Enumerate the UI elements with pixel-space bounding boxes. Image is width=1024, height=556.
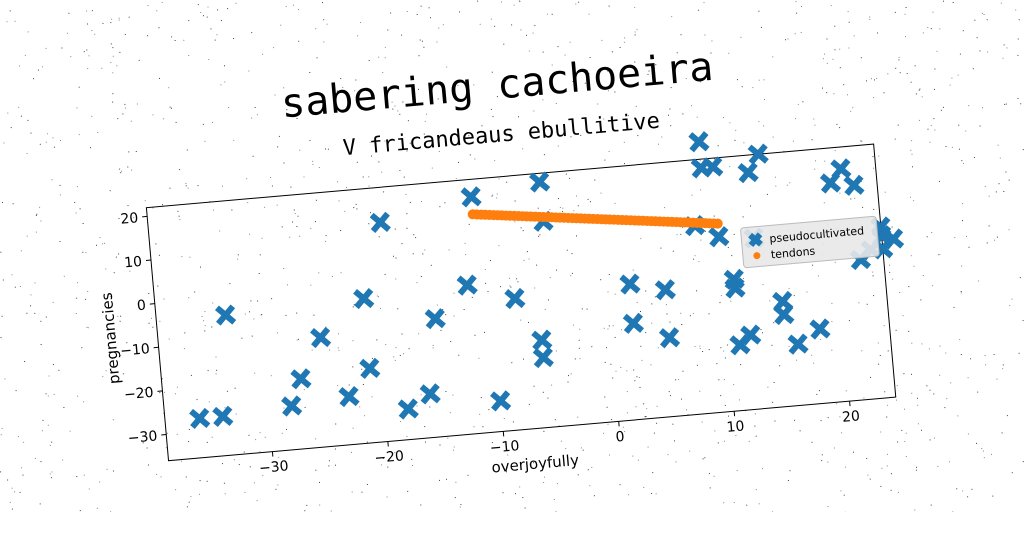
data-point-pseudocultivated <box>535 349 552 366</box>
x-tick-label: −30 <box>258 458 289 477</box>
data-point-pseudocultivated <box>832 160 849 177</box>
data-point-pseudocultivated <box>292 370 309 387</box>
data-point-pseudocultivated <box>459 276 476 293</box>
x-tick-label: 20 <box>841 408 860 425</box>
data-point-pseudocultivated <box>427 310 444 327</box>
data-point-pseudocultivated <box>621 275 638 292</box>
data-point-pseudocultivated <box>214 408 231 425</box>
data-point-pseudocultivated <box>704 158 721 175</box>
data-point-pseudocultivated <box>312 329 329 346</box>
y-axis-label: pregnancies <box>98 292 124 385</box>
data-point-pseudocultivated <box>531 173 548 190</box>
data-point-pseudocultivated <box>355 290 372 307</box>
data-point-pseudocultivated <box>217 306 234 323</box>
data-point-pseudocultivated <box>372 214 389 231</box>
data-point-pseudocultivated <box>400 400 417 417</box>
y-tick-label: −10 <box>120 341 151 360</box>
data-point-pseudocultivated <box>191 410 208 427</box>
x-tick-label: −10 <box>489 438 520 457</box>
data-point-pseudocultivated <box>492 392 509 409</box>
data-point-pseudocultivated <box>340 388 357 405</box>
data-point-pseudocultivated <box>740 164 757 181</box>
y-tick-label: 0 <box>136 297 146 314</box>
data-point-pseudocultivated <box>775 306 792 323</box>
data-point-pseudocultivated <box>506 290 523 307</box>
data-point-pseudocultivated <box>283 397 300 414</box>
data-point-pseudocultivated <box>657 281 674 298</box>
data-point-pseudocultivated <box>462 188 479 205</box>
data-point-pseudocultivated <box>690 133 707 150</box>
data-point-pseudocultivated <box>789 335 806 352</box>
data-point-pseudocultivated <box>750 145 767 162</box>
y-tick-label: −20 <box>123 385 154 404</box>
data-point-pseudocultivated <box>661 329 678 346</box>
x-tick-label: −20 <box>374 448 405 467</box>
x-tick-label: 0 <box>615 429 625 446</box>
data-point-pseudocultivated <box>710 228 727 245</box>
data-point-pseudocultivated <box>533 331 550 348</box>
y-tick-label: −30 <box>127 428 158 447</box>
data-point-pseudocultivated <box>625 315 642 332</box>
legend-marker-pseudocultivated <box>750 234 761 245</box>
x-tick-label: 10 <box>726 418 745 435</box>
data-point-pseudocultivated <box>422 385 439 402</box>
data-point-pseudocultivated <box>811 320 828 337</box>
data-point-pseudocultivated <box>361 360 378 377</box>
y-tick-label: 20 <box>120 210 139 227</box>
y-tick-label: 10 <box>124 254 143 271</box>
data-point-pseudocultivated <box>845 177 862 194</box>
